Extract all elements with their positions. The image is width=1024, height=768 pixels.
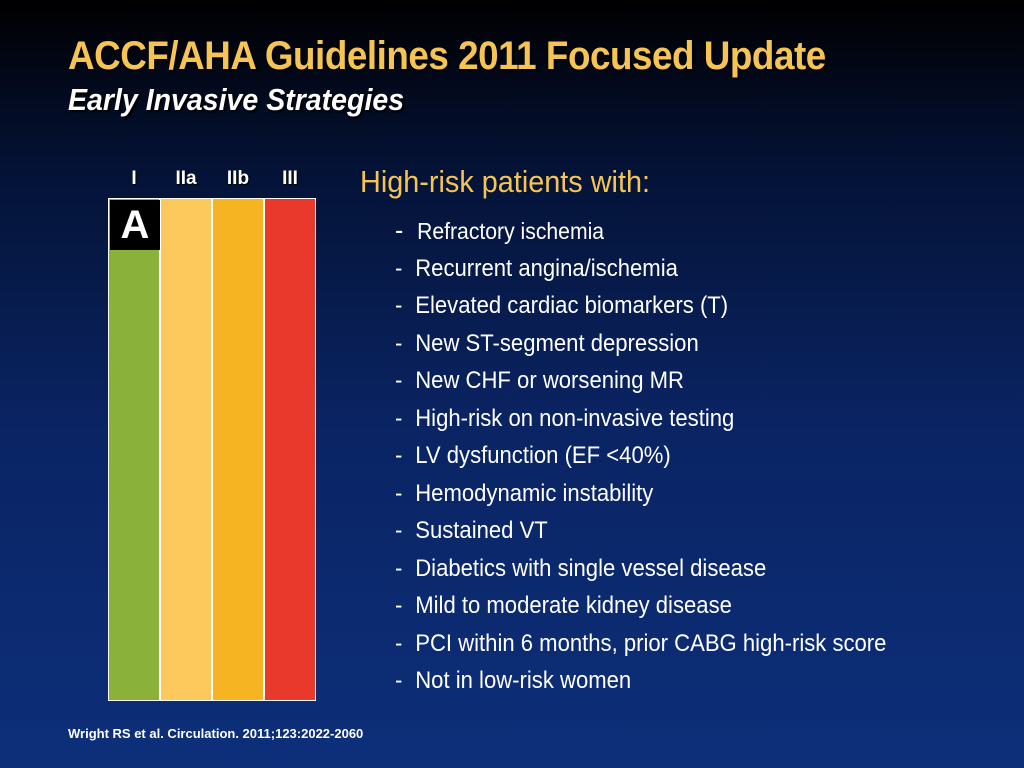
list-item: - New ST-segment depression — [395, 325, 886, 363]
dash-marker: - — [395, 329, 403, 357]
high-risk-criteria-list: - Refractory ischemia - Recurrent angina/i… — [395, 212, 929, 700]
dash-marker: - — [395, 554, 403, 582]
list-item-text: Diabetics with single vessel disease — [415, 554, 767, 582]
dash-marker: - — [395, 629, 403, 657]
class-iia-column — [159, 199, 211, 700]
slide-subtitle: Early Invasive Strategies — [68, 82, 405, 117]
list-item-text: High-risk on non-invasive testing — [415, 404, 735, 432]
list-item: - Mild to moderate kidney disease — [395, 587, 886, 625]
list-item-text: Mild to moderate kidney disease — [415, 592, 732, 619]
list-item-text: New ST-segment depression — [415, 329, 699, 357]
list-item-text: Not in low-risk women — [415, 667, 632, 694]
list-item-text: Recurrent angina/ischemia — [415, 254, 678, 282]
list-item: - LV dysfunction (EF <40%) — [395, 437, 886, 475]
dash-marker: - — [395, 442, 403, 469]
dash-marker: - — [395, 479, 403, 507]
list-item-text: Elevated cardiac biomarkers (T) — [415, 292, 729, 319]
list-item-text: New CHF or worsening MR — [415, 367, 684, 394]
dash-marker: - — [395, 254, 403, 282]
list-item-text: Sustained VT — [415, 517, 548, 544]
dash-marker: - — [395, 367, 403, 394]
list-item: - Elevated cardiac biomarkers (T) — [395, 287, 886, 325]
list-item: - High-risk on non-invasive testing — [395, 400, 886, 438]
dash-marker: - — [395, 592, 403, 619]
list-item: - New CHF or worsening MR — [395, 362, 886, 400]
class-label-i: I — [131, 168, 137, 189]
class-label-iib: IIb — [226, 168, 250, 189]
class-iib-column — [211, 199, 263, 700]
list-item: - Refractory ischemia — [395, 212, 886, 250]
slide-title: ACCF/AHA Guidelines 2011 Focused Update — [68, 34, 826, 78]
list-item: - Diabetics with single vessel disease — [395, 550, 886, 588]
list-item: - Not in low-risk women — [395, 662, 886, 700]
list-item-text: LV dysfunction (EF <40%) — [415, 442, 671, 469]
list-item-text: PCI within 6 months, prior CABG high-ris… — [415, 629, 887, 657]
dash-marker: - — [395, 404, 403, 432]
class-label-iii: III — [282, 168, 298, 189]
class-i-column — [109, 199, 159, 700]
class-iii-column — [263, 199, 315, 700]
dash-marker: - — [395, 667, 403, 694]
dash-marker: - — [395, 215, 404, 245]
level-of-evidence-badge: A — [110, 200, 160, 250]
citation: Wright RS et al. Circulation. 2011;123:2… — [68, 726, 364, 741]
dash-marker: - — [395, 517, 403, 544]
list-item-text: Hemodynamic instability — [415, 479, 654, 507]
class-label-iia: IIa — [175, 168, 197, 189]
list-item: - Hemodynamic instability — [395, 475, 886, 513]
recommendation-class-headers: I IIa IIb III — [108, 168, 316, 192]
list-item-text: Refractory ischemia — [417, 218, 605, 244]
dash-marker: - — [395, 292, 403, 319]
list-item: - PCI within 6 months, prior CABG high-ri… — [395, 625, 886, 663]
list-heading: High-risk patients with: — [360, 164, 651, 199]
recommendation-class-grid — [108, 198, 316, 701]
list-item: - Sustained VT — [395, 512, 886, 550]
list-item: - Recurrent angina/ischemia — [395, 250, 886, 288]
